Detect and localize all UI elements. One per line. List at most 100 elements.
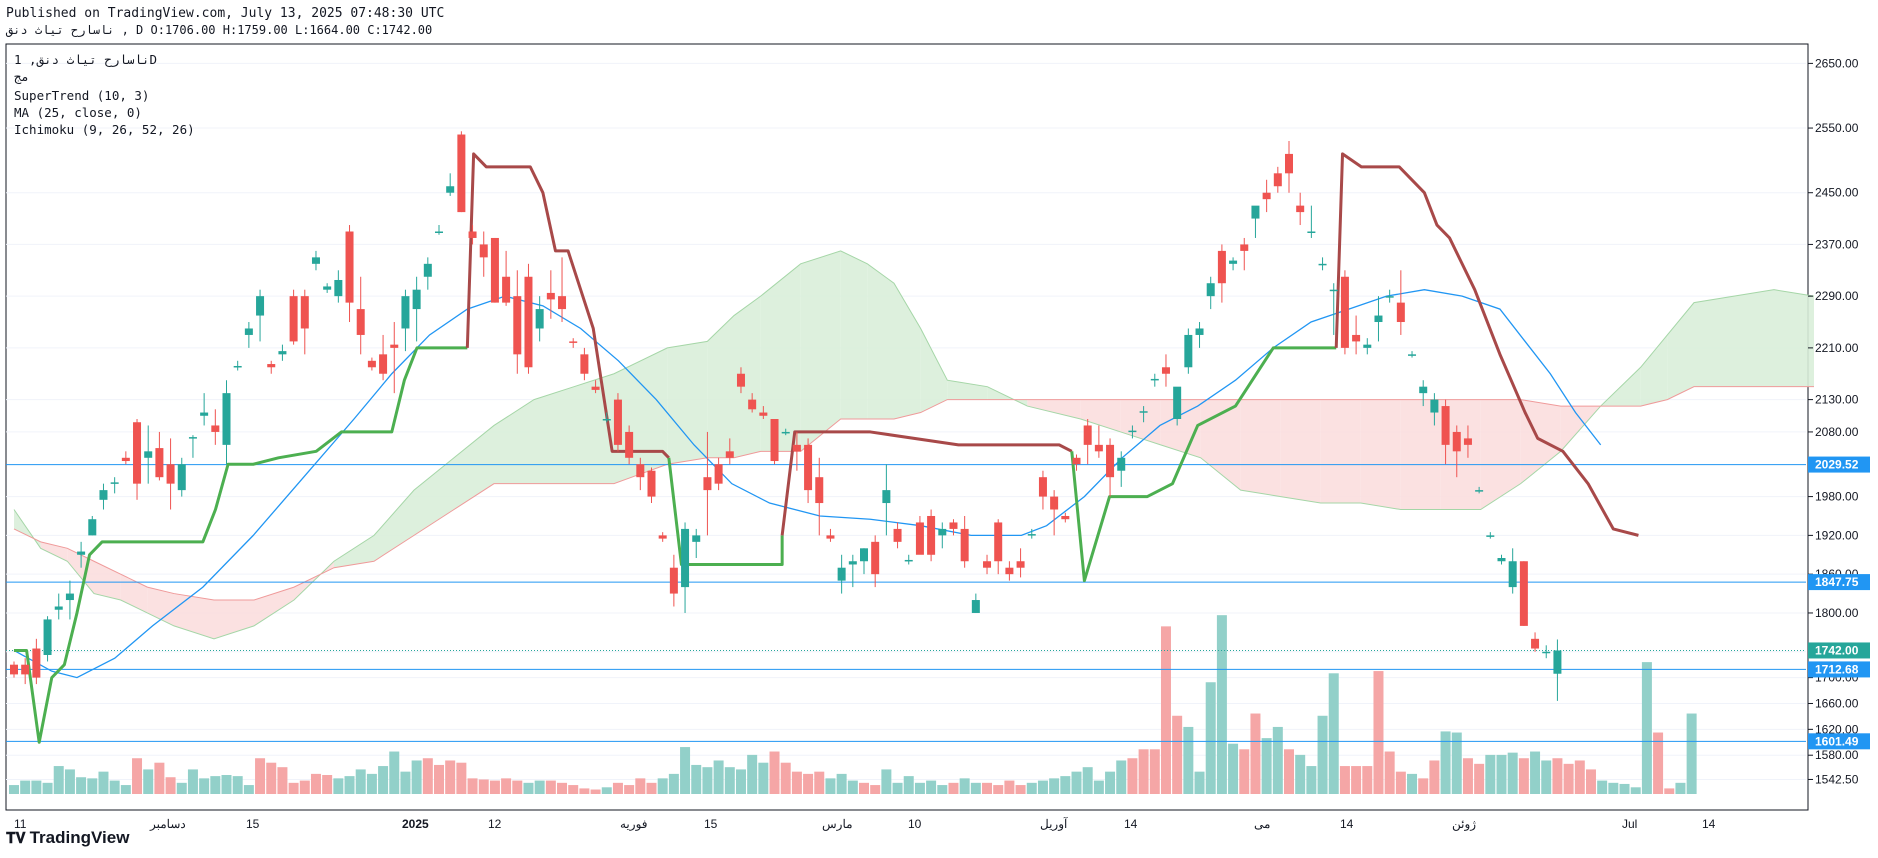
x-tick-label: 2025: [402, 817, 429, 831]
candle-body: [121, 457, 130, 462]
cloud-segment: [374, 490, 414, 562]
tradingview-logo[interactable]: 𝐓𝐕 TradingView: [6, 828, 129, 848]
x-tick-label: 15: [704, 817, 718, 831]
volume-bar: [199, 778, 210, 794]
price-label-text: 1742.00: [1815, 643, 1859, 657]
price-label-box: [1808, 661, 1870, 678]
candle-body: [1486, 535, 1495, 537]
candle-body: [871, 541, 880, 575]
legend-ma[interactable]: MA (25, close, 0): [14, 105, 142, 120]
volume-bar: [355, 769, 366, 794]
price-label-text: 1601.49: [1815, 734, 1859, 748]
volume-bar: [1351, 766, 1362, 794]
candle-body: [177, 464, 186, 491]
candle-body: [1206, 283, 1215, 297]
cloud-segment: [1027, 399, 1081, 419]
y-tick-label: 1920.00: [1815, 528, 1859, 542]
candle-body: [658, 535, 667, 539]
volume-bar: [31, 780, 42, 794]
candle-body: [479, 244, 488, 258]
candle-body: [1005, 567, 1014, 575]
cloud-segment: [40, 541, 68, 562]
x-tick-label: 14: [1340, 817, 1354, 831]
volume-bar: [1429, 760, 1440, 794]
volume-bar: [1250, 713, 1261, 794]
volume-bar: [590, 789, 601, 794]
legend-ichimoku[interactable]: Ichimoku (9, 26, 52, 26): [14, 122, 195, 137]
volume-bar: [154, 762, 165, 794]
candle-body: [457, 134, 466, 213]
candle-body: [1318, 263, 1327, 266]
candle-body: [244, 328, 253, 335]
volume-bar: [299, 780, 310, 794]
candle-body: [222, 393, 231, 445]
legend-supertrend[interactable]: SuperTrend (10, 3): [14, 88, 150, 103]
supertrend-segment: [1334, 152, 1639, 537]
volume-bar: [366, 773, 377, 794]
candle-body: [334, 279, 343, 297]
supertrend-segment: [780, 430, 1073, 536]
volume-bar: [825, 778, 836, 794]
volume-bar: [1451, 732, 1462, 794]
volume-bar: [1149, 749, 1160, 794]
volume-bar: [288, 782, 299, 794]
volume-bar: [892, 782, 903, 794]
candle-body: [983, 561, 992, 568]
volume-bar: [422, 758, 433, 794]
volume-bar: [1127, 758, 1138, 794]
candle-body: [703, 477, 712, 491]
cloud-span-a: [13, 250, 1815, 640]
candle-body: [435, 231, 443, 233]
candle-body: [692, 535, 701, 542]
candle-body: [569, 341, 578, 343]
volume-bar: [747, 754, 758, 794]
candle-body: [781, 431, 790, 434]
volume-bar: [1328, 673, 1339, 794]
volume-bar: [691, 764, 702, 794]
cloud-segment: [947, 380, 988, 400]
volume-bar: [1362, 766, 1373, 794]
y-tick-label: 1620.00: [1815, 722, 1859, 736]
volume-bar: [668, 773, 679, 794]
candle-body: [311, 257, 320, 264]
x-tick-label: 12: [488, 817, 502, 831]
volume-bar: [1641, 662, 1652, 794]
candle-body: [188, 437, 197, 439]
tradingview-logo-icon: 𝐓𝐕: [6, 829, 26, 847]
x-tick-label: آوریل: [1040, 816, 1068, 831]
candle-body: [1363, 344, 1372, 348]
volume-bar: [657, 778, 668, 794]
volume-bar: [187, 769, 198, 794]
volume-bar: [1194, 771, 1205, 794]
candle-body: [345, 231, 354, 303]
cloud-segment: [174, 593, 214, 639]
candle-body: [1430, 399, 1439, 413]
candle-body: [1083, 425, 1092, 445]
volume-bar: [132, 758, 143, 794]
volume-bar: [76, 777, 87, 794]
cloud-segment: [1734, 289, 1774, 387]
volume-bar: [1228, 743, 1239, 794]
cloud-segment: [707, 315, 734, 458]
x-tick-label: ژوئن: [1452, 817, 1476, 831]
volume-bar: [1373, 671, 1384, 794]
y-tick-label: 2080.00: [1815, 425, 1859, 439]
candle-body: [77, 551, 86, 555]
horizontal-lines: [6, 464, 1806, 742]
candle-body: [1217, 250, 1226, 284]
x-tick-label: فوریه: [620, 817, 648, 831]
volume-bar: [557, 782, 568, 794]
candle-body: [1441, 406, 1450, 445]
volume-bar: [959, 778, 970, 794]
candle-body: [401, 296, 410, 329]
volume-bar: [378, 766, 389, 794]
candle-body: [1463, 438, 1472, 445]
cloud-segment: [867, 263, 894, 419]
cloud-span-b: [13, 386, 1814, 601]
candle-body: [65, 593, 74, 601]
grid: [5, 43, 1809, 811]
candle-body: [502, 276, 511, 303]
candle-body: [770, 419, 779, 462]
volume-bar: [1216, 615, 1227, 794]
